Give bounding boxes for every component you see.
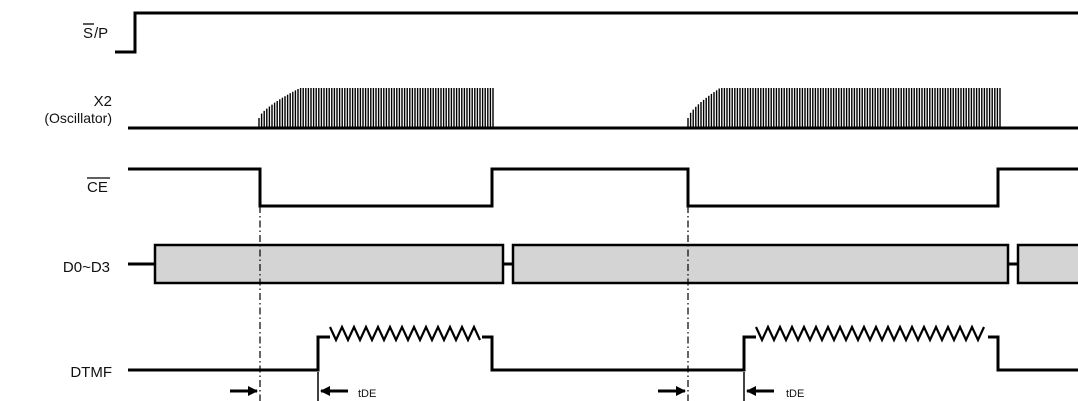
- dtmf-label: DTMF: [70, 364, 112, 381]
- dtmf-mid: [482, 335, 756, 372]
- ce-label: CE: [87, 179, 108, 196]
- x2-burst-2: [687, 88, 1001, 128]
- tde-label-2: tDE: [786, 388, 804, 400]
- d0d3-bus: [128, 243, 1078, 285]
- dtmf-rise-1: [128, 335, 330, 372]
- tde-annotation-1: tDE: [230, 372, 376, 401]
- ce-waveform: [128, 167, 1078, 208]
- d0d3-segment-2: [511, 243, 1010, 285]
- dtmf-tone-1: [329, 324, 481, 343]
- x2-label-line1: X2: [94, 93, 112, 110]
- signal-label-sp: S /P: [83, 23, 108, 42]
- dtmf-waveform: [128, 324, 1078, 372]
- tde-annotation-2: tDE: [658, 372, 804, 401]
- sp-label-overbar: S: [83, 25, 93, 42]
- x2-burst-1: [258, 88, 494, 128]
- d0d3-segment-1: [153, 243, 505, 285]
- sp-label-rest: /P: [94, 25, 108, 42]
- d0d3-segment-3: [1016, 243, 1078, 285]
- dtmf-tail: [988, 335, 1078, 372]
- signal-label-ce: CE: [87, 177, 110, 196]
- dtmf-tone-2: [755, 324, 985, 343]
- sp-waveform: [115, 11, 1078, 54]
- d0d3-label: D0~D3: [63, 259, 110, 276]
- x2-label-line2: (Oscillator): [44, 110, 112, 126]
- x2-waveform: [128, 88, 1078, 130]
- tde-label-1: tDE: [358, 388, 376, 400]
